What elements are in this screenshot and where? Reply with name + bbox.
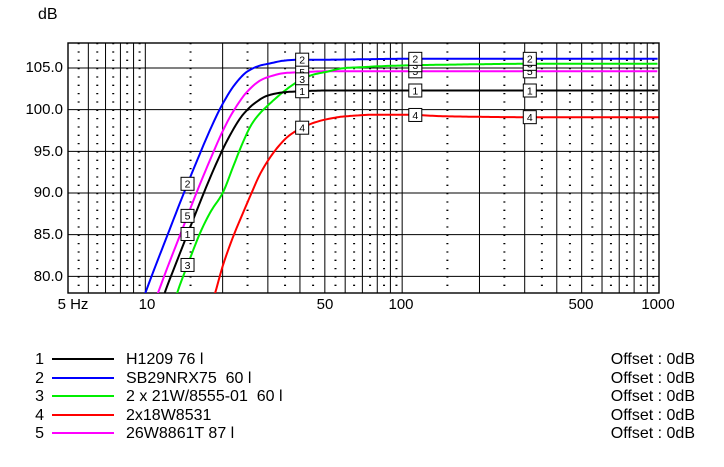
marker-label-3: 3	[299, 74, 305, 86]
legend-item-offset: Offset : 0dB	[610, 388, 695, 405]
legend-item-offset: Offset : 0dB	[610, 370, 695, 387]
marker-box-1	[295, 84, 310, 99]
marker-box-1	[180, 226, 195, 241]
x-tick-100: 100	[388, 296, 414, 313]
y-tick-80: 80.0	[33, 268, 63, 285]
legend-color-line	[52, 432, 114, 434]
legend-item-offset: Offset : 0dB	[610, 425, 695, 442]
legend-color-line	[52, 395, 114, 397]
legend-item-number: 5	[35, 425, 44, 442]
legend-item: 1 H1209 76 l Offset : 0dB	[0, 350, 724, 369]
y-tick-90: 90.0	[33, 184, 63, 201]
x-tick-50: 50	[316, 296, 334, 313]
marker-label-2: 2	[185, 179, 191, 191]
curve-3	[176, 62, 658, 293]
legend-item: 5 26W8861T 87 l Offset : 0dB	[0, 424, 724, 443]
marker-box-1	[522, 83, 537, 98]
legend-item: 4 2x18W8531 Offset : 0dB	[0, 406, 724, 425]
legend-item: 2 SB29NRX75 60 l Offset : 0dB	[0, 369, 724, 388]
marker-box-4	[522, 110, 537, 125]
x-tick-10: 10	[138, 296, 156, 313]
marker-label-4: 4	[527, 112, 533, 124]
marker-box-4	[408, 107, 423, 122]
marker-label-2: 2	[299, 54, 305, 66]
curve-markers: 5555444333322221111	[180, 51, 537, 272]
y-tick-95: 95.0	[33, 143, 63, 160]
legend-color-line	[52, 414, 114, 416]
marker-box-1	[408, 83, 423, 98]
legend-item: 3 2 x 21W/8555-01 60 l Offset : 0dB	[0, 387, 724, 406]
marker-label-2: 2	[527, 54, 533, 66]
marker-label-4: 4	[299, 123, 305, 135]
y-tick-85: 85.0	[33, 226, 63, 243]
x-tick-500: 500	[568, 296, 594, 313]
legend-color-line	[52, 377, 114, 379]
x-tick-5hz: 5 Hz	[57, 296, 89, 313]
y-axis-unit-label: dB	[38, 6, 58, 23]
marker-box-4	[295, 120, 310, 135]
marker-label-1: 1	[412, 85, 418, 97]
marker-label-2: 2	[412, 54, 418, 66]
marker-box-2	[522, 51, 537, 66]
legend-item-label: H1209 76 l	[126, 351, 204, 368]
curve-2	[144, 57, 658, 293]
plot-frame	[67, 42, 660, 294]
curve-4	[214, 113, 659, 293]
legend-item-number: 1	[35, 351, 44, 368]
legend-item-label: 2 x 21W/8555-01 60 l	[126, 388, 283, 405]
marker-label-5: 5	[185, 211, 191, 223]
marker-box-2	[408, 51, 423, 66]
grid	[67, 42, 660, 294]
marker-box-5	[180, 208, 195, 223]
legend-item-offset: Offset : 0dB	[610, 351, 695, 368]
curve-1	[163, 89, 658, 293]
legend-item-label: SB29NRX75 60 l	[126, 370, 252, 387]
legend-item-label: 2x18W8531	[126, 407, 212, 424]
marker-label-4: 4	[412, 110, 418, 122]
marker-box-3	[180, 257, 195, 272]
legend-item-number: 3	[35, 388, 44, 405]
marker-label-1: 1	[299, 86, 305, 98]
y-tick-100: 100.0	[25, 101, 63, 118]
marker-label-1: 1	[185, 229, 191, 241]
legend-item-offset: Offset : 0dB	[610, 407, 695, 424]
legend-color-line	[52, 358, 114, 360]
legend-item-number: 2	[35, 370, 44, 387]
marker-label-3: 3	[185, 260, 191, 272]
marker-label-5: 5	[527, 66, 533, 78]
frequency-response-chart: 5555444333322221111	[67, 42, 660, 294]
marker-label-1: 1	[527, 85, 533, 97]
legend-item-number: 4	[35, 407, 44, 424]
x-tick-1000: 1000	[641, 296, 675, 313]
curve-5	[156, 70, 658, 293]
marker-box-2	[180, 176, 195, 191]
y-tick-105: 105.0	[25, 59, 63, 76]
legend-item-label: 26W8861T 87 l	[126, 425, 235, 442]
marker-box-2	[295, 52, 310, 67]
marker-label-3: 3	[412, 60, 418, 72]
